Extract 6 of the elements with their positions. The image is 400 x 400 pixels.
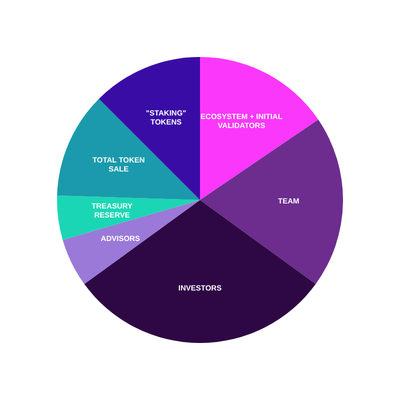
pie-slice bbox=[62, 200, 200, 284]
pie-slice bbox=[84, 200, 316, 343]
pie-slice bbox=[57, 196, 200, 240]
pie-slice bbox=[200, 120, 343, 284]
pie-slice bbox=[57, 98, 200, 200]
pie-slice bbox=[200, 57, 318, 200]
